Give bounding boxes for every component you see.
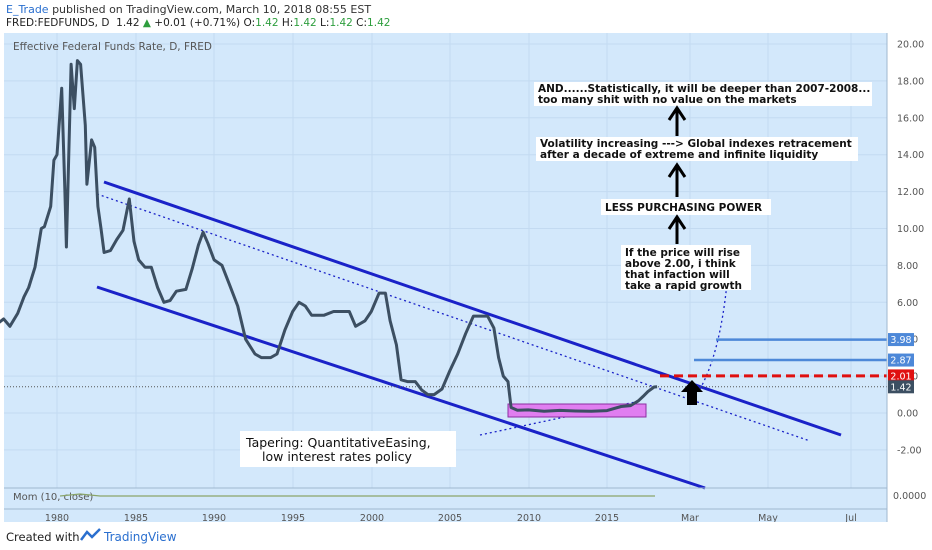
momentum-line [59, 493, 655, 497]
y-tick-label: 14.00 [897, 150, 924, 161]
annotation-5-line-2: low interest rates policy [262, 449, 413, 464]
price-labels: 3.98 2.87 2.011.42 [888, 333, 914, 394]
y-tick-label: 6.00 [897, 298, 918, 309]
annotation-1-line-1: AND......Statistically, it will be deepe… [538, 83, 870, 95]
price-label-box [888, 333, 914, 347]
x-tick-label: 1990 [202, 513, 226, 522]
price-chart[interactable]: Effective Federal Funds Rate, D, FRED AN… [0, 33, 932, 522]
chart-header: E_Trade published on TradingView.com, Ma… [0, 0, 932, 33]
author-link[interactable]: E_Trade [6, 3, 49, 16]
thick-up-arrow-icon[interactable] [681, 380, 703, 405]
y-tick-label: 8.00 [897, 261, 918, 272]
up-arrow-icon[interactable] [667, 214, 687, 244]
y-tick-label: 12.00 [897, 187, 924, 198]
annotation-3-line-1: LESS PURCHASING POWER [605, 202, 762, 214]
annotation-5[interactable]: Tapering: QuantitativeEasing, low intere… [240, 431, 456, 467]
up-arrow-icon[interactable] [667, 105, 687, 136]
annotation-2-line-2: after a decade of extreme and infinite l… [540, 149, 818, 161]
y-tick-label: 20.00 [897, 40, 924, 51]
annotation-2-line-1: Volatility increasing ---> Global indexe… [540, 138, 852, 150]
tradingview-logo-icon [80, 528, 101, 541]
projection-dotted-curve[interactable] [699, 282, 728, 390]
x-tick-label: May [758, 513, 778, 522]
x-tick-label: 2005 [438, 513, 462, 522]
x-tick-label: 2000 [360, 513, 384, 522]
annotation-4[interactable]: If the price will rise above 2.00, i thi… [621, 245, 751, 292]
channel-lower-line[interactable] [96, 285, 706, 490]
annotation-2[interactable]: Volatility increasing ---> Global indexe… [536, 137, 858, 161]
close-label: C: [356, 17, 368, 29]
low-value: 1.42 [329, 17, 353, 29]
y-tick-label: 10.00 [897, 224, 924, 235]
y-tick-label: -2.00 [897, 445, 922, 456]
channel-mid-dotted-line[interactable] [96, 193, 811, 442]
high-label: H: [281, 17, 294, 29]
annotation-5-line-1: Tapering: QuantitativeEasing, [245, 435, 431, 450]
publish-info: published on TradingView.com, March 10, … [52, 3, 372, 16]
tradingview-brand[interactable]: TradingView [104, 530, 177, 544]
drawings[interactable] [96, 180, 842, 490]
price-label-text: 3.98 [890, 335, 911, 346]
up-arrow-icon[interactable] [667, 162, 687, 197]
chart-title: Effective Federal Funds Rate, D, FRED [13, 41, 212, 53]
annotation-4-line-3: that infaction will [625, 269, 730, 281]
price-levels[interactable] [4, 338, 887, 388]
price-change: +0.01 (+0.71%) [154, 17, 241, 29]
price-label-box [888, 369, 914, 383]
annotation-1-line-2: too many shit with no value on the marke… [538, 94, 797, 106]
annotation-4-line-2: above 2.00, i think [625, 258, 737, 270]
channel-upper-line[interactable] [103, 180, 842, 437]
price-label-box [888, 380, 914, 394]
price-label-box [888, 353, 914, 367]
price-label-text: 1.42 [890, 382, 911, 393]
x-tick-label: 2015 [595, 513, 619, 522]
low-label: L: [320, 17, 330, 29]
last-price: 1.42 [116, 17, 140, 29]
price-label-text: 2.87 [890, 356, 911, 367]
y-tick-label: 0.00 [897, 409, 918, 420]
open-value: 1.42 [255, 17, 279, 29]
up-arrow-icon: ▲ [142, 17, 151, 29]
annotation-1[interactable]: AND......Statistically, it will be deepe… [534, 82, 872, 106]
price-series-line [0, 59, 658, 413]
price-label-text: 2.01 [890, 371, 911, 382]
x-tick-label: 1980 [45, 513, 69, 522]
footer: Created with TradingView [0, 522, 932, 550]
open-label: O: [243, 17, 256, 29]
indicator-label: Mom (10, close) [13, 492, 93, 503]
x-axis-ticks: 1980 1985 1990 1995 2000 2005 2010 2015 Mar May Ju… [45, 513, 857, 522]
x-tick-label: 2010 [517, 513, 541, 522]
created-with-text: Created with [6, 530, 80, 544]
high-value: 1.42 [293, 17, 317, 29]
symbol-label[interactable]: FRED:FEDFUNDS, D [6, 17, 110, 29]
annotation-4-line-4: take a rapid growth [625, 280, 742, 292]
publish-line: E_Trade published on TradingView.com, Ma… [6, 3, 371, 16]
annotation-4-line-1: If the price will rise [625, 247, 740, 259]
x-tick-label: 1985 [124, 513, 148, 522]
y-tick-label: 18.00 [897, 76, 924, 87]
x-tick-label: 1995 [281, 513, 305, 522]
indicator-tick: 0.0000 [893, 491, 926, 502]
close-value: 1.42 [367, 17, 391, 29]
ohlc-line: FRED:FEDFUNDS, D 1.42 ▲ +0.01 (+0.71%) O… [6, 17, 390, 29]
x-tick-label: Jul [844, 513, 856, 522]
annotation-3[interactable]: LESS PURCHASING POWER [601, 199, 771, 215]
x-tick-label: Mar [681, 513, 699, 522]
y-tick-label: 16.00 [897, 113, 924, 124]
